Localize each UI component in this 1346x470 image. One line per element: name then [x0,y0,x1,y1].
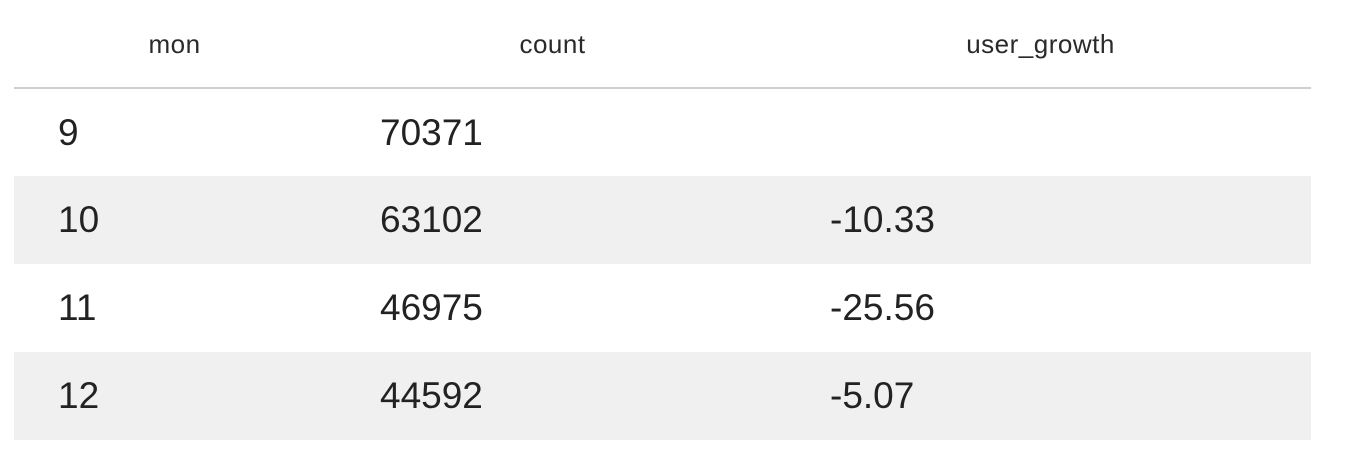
cell-count: 46975 [380,287,483,328]
column-header-mon[interactable]: mon [14,0,335,89]
table-row: 9 70371 [14,88,1311,176]
result-table: mon count user_growth 9 70371 10 63102 -… [14,0,1311,440]
column-header-user-growth[interactable]: user_growth [770,0,1311,89]
header-row: mon count user_growth [14,0,1311,89]
cell-mon: 9 [58,111,79,153]
table-row: 11 46975 -25.56 [14,264,1311,352]
cell-count: 44592 [380,375,483,416]
cell-count: 63102 [380,199,483,240]
table-header: mon count user_growth [14,0,1311,89]
cell-count: 70371 [380,111,483,153]
cell-mon: 11 [58,287,97,328]
cell-user-growth: -10.33 [830,199,935,240]
cell-user-growth: -5.07 [830,375,915,416]
result-table-container: mon count user_growth 9 70371 10 63102 -… [14,0,1311,440]
table-row: 10 63102 -10.33 [14,176,1311,264]
column-header-count[interactable]: count [335,0,770,89]
table-row: 12 44592 -5.07 [14,352,1311,440]
cell-mon: 12 [58,375,100,416]
table-body: 9 70371 10 63102 -10.33 11 46975 -25.56 … [14,88,1311,440]
cell-user-growth: -25.56 [830,287,935,328]
cell-mon: 10 [58,199,100,240]
cell-user-growth [770,88,1311,176]
